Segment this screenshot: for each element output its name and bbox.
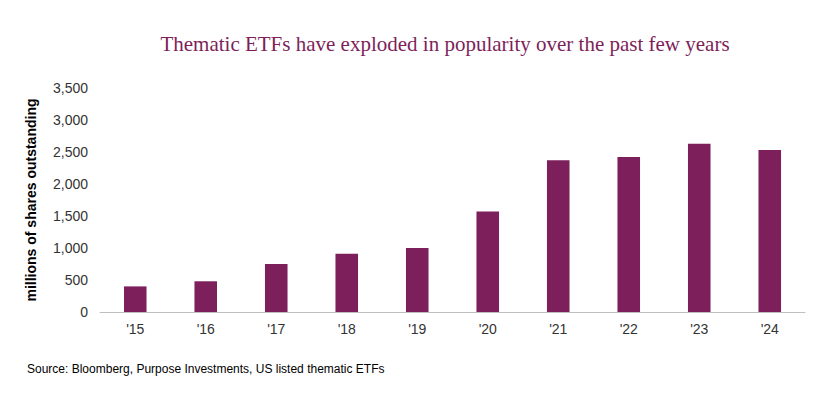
svg-text:'21: '21 — [549, 321, 567, 337]
svg-text:Thematic ETFs have exploded in: Thematic ETFs have exploded in popularit… — [160, 32, 729, 56]
svg-text:3,000: 3,000 — [53, 112, 88, 128]
svg-text:'18: '18 — [338, 321, 356, 337]
svg-text:2,500: 2,500 — [53, 144, 88, 160]
svg-text:500: 500 — [65, 272, 89, 288]
svg-text:'16: '16 — [197, 321, 215, 337]
svg-text:0: 0 — [80, 304, 88, 320]
svg-text:'23: '23 — [690, 321, 708, 337]
svg-text:'22: '22 — [620, 321, 638, 337]
svg-text:3,500: 3,500 — [53, 80, 88, 96]
svg-text:2,000: 2,000 — [53, 176, 88, 192]
svg-text:'19: '19 — [408, 321, 426, 337]
svg-text:1,000: 1,000 — [53, 240, 88, 256]
svg-text:millions of shares outstanding: millions of shares outstanding — [23, 98, 39, 301]
svg-text:Source: Bloomberg, Purpose Inv: Source: Bloomberg, Purpose Investments, … — [27, 362, 384, 376]
svg-text:'20: '20 — [479, 321, 497, 337]
svg-text:'24: '24 — [761, 321, 779, 337]
svg-text:'17: '17 — [267, 321, 285, 337]
svg-text:'15: '15 — [126, 321, 144, 337]
svg-text:1,500: 1,500 — [53, 208, 88, 224]
